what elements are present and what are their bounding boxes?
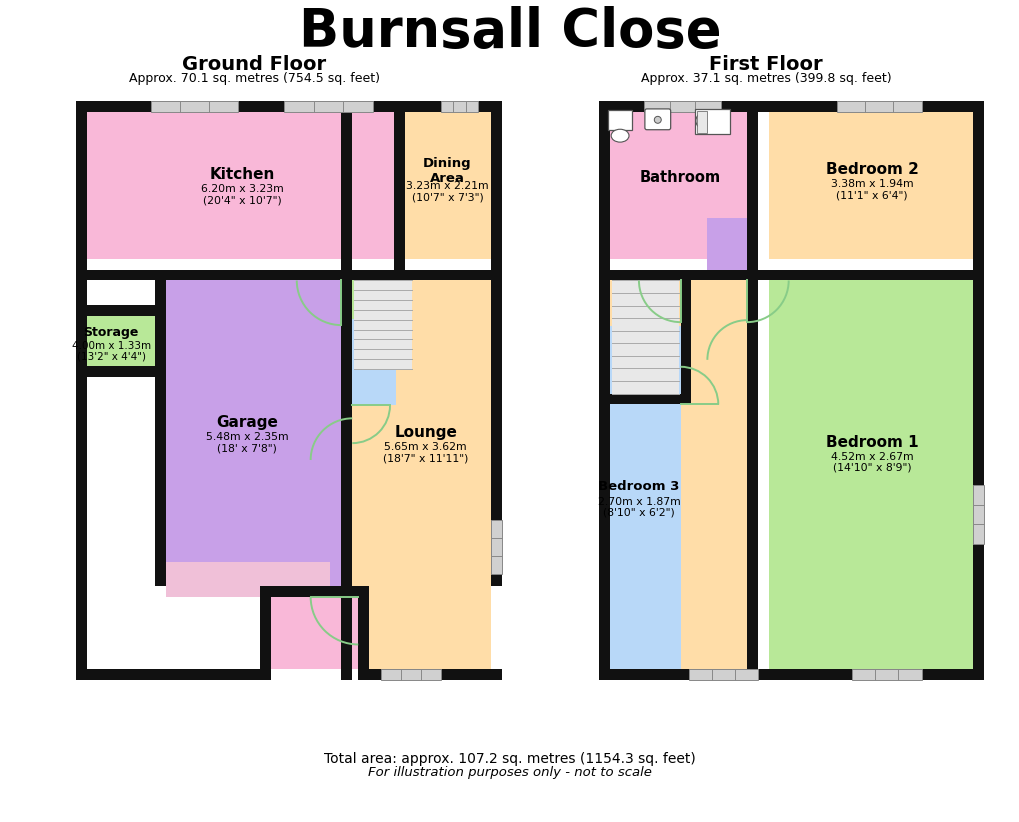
Bar <box>87 316 155 366</box>
Text: 5.65m x 3.62m: 5.65m x 3.62m <box>384 442 467 452</box>
Text: (20'4" x 10'7"): (20'4" x 10'7") <box>203 195 281 206</box>
Bar <box>688 669 757 680</box>
Bar <box>352 270 395 405</box>
Bar <box>151 101 238 112</box>
Bar <box>607 110 632 130</box>
Ellipse shape <box>695 114 704 127</box>
Text: Bedroom 2: Bedroom 2 <box>824 162 917 177</box>
Text: (11'1" x 6'4"): (11'1" x 6'4") <box>836 190 907 201</box>
Text: Dining
Area: Dining Area <box>423 157 472 186</box>
Bar <box>352 270 491 669</box>
Bar <box>369 669 501 680</box>
FancyBboxPatch shape <box>644 109 671 130</box>
Bar <box>972 485 983 544</box>
Bar <box>358 586 369 680</box>
Bar <box>609 270 972 280</box>
Text: Lounge: Lounge <box>394 425 457 440</box>
Bar <box>341 101 352 680</box>
Bar <box>609 270 680 326</box>
Bar <box>155 270 166 586</box>
Text: (14'10" x 8'9"): (14'10" x 8'9") <box>832 463 910 473</box>
Bar <box>746 101 757 680</box>
Bar <box>851 669 921 680</box>
Bar <box>381 669 440 680</box>
Bar <box>609 112 757 259</box>
Bar <box>697 111 706 132</box>
Bar <box>405 112 491 259</box>
Text: 3.38m x 1.94m: 3.38m x 1.94m <box>829 179 912 189</box>
Text: 4.52m x 2.67m: 4.52m x 2.67m <box>829 452 912 462</box>
Bar <box>87 112 393 259</box>
Text: Bathroom: Bathroom <box>639 170 720 185</box>
Text: (18'7" x 11'11"): (18'7" x 11'11") <box>383 453 468 463</box>
Text: Bedroom 3: Bedroom 3 <box>598 480 679 493</box>
Bar <box>87 270 491 280</box>
Text: (13'2" x 4'4"): (13'2" x 4'4") <box>76 352 146 362</box>
Bar <box>609 326 680 669</box>
Circle shape <box>653 117 660 123</box>
Text: Garage: Garage <box>216 415 278 430</box>
Bar <box>609 394 691 404</box>
Bar <box>271 586 358 669</box>
Bar <box>166 562 330 597</box>
Bar <box>75 101 87 586</box>
Bar <box>260 586 369 597</box>
Bar <box>393 101 405 280</box>
Bar <box>643 101 720 112</box>
Bar <box>166 270 341 586</box>
Bar <box>491 101 501 586</box>
Text: 6.20m x 3.23m: 6.20m x 3.23m <box>201 184 283 194</box>
Bar <box>440 101 478 112</box>
Bar <box>155 305 166 376</box>
Bar <box>680 270 691 404</box>
Text: Burnsall Close: Burnsall Close <box>299 6 720 58</box>
Text: (18' x 7'8"): (18' x 7'8") <box>217 443 277 453</box>
Text: Ground Floor: Ground Floor <box>181 55 326 74</box>
Ellipse shape <box>610 129 629 142</box>
Text: For illustration purposes only - not to scale: For illustration purposes only - not to … <box>368 766 651 779</box>
Bar <box>352 270 393 319</box>
Bar <box>283 101 373 112</box>
Bar <box>768 270 972 669</box>
Text: Storage: Storage <box>84 326 139 339</box>
Bar <box>599 101 609 680</box>
Bar <box>611 280 678 394</box>
Bar <box>260 586 271 680</box>
Bar <box>768 112 972 259</box>
Bar <box>599 101 983 112</box>
Text: (10'7" x 7'3"): (10'7" x 7'3") <box>412 192 483 202</box>
Bar <box>837 101 921 112</box>
Text: Approx. 70.1 sq. metres (754.5 sq. feet): Approx. 70.1 sq. metres (754.5 sq. feet) <box>128 72 379 85</box>
Text: 5.48m x 2.35m: 5.48m x 2.35m <box>206 432 288 442</box>
Text: Total area: approx. 107.2 sq. metres (1154.3 sq. feet): Total area: approx. 107.2 sq. metres (11… <box>324 751 695 765</box>
Text: Bedroom 1: Bedroom 1 <box>825 435 917 450</box>
Bar <box>75 366 87 680</box>
Bar <box>75 669 260 680</box>
Bar <box>609 270 757 669</box>
Text: Kitchen: Kitchen <box>209 167 275 182</box>
Bar <box>972 101 983 680</box>
Bar <box>599 669 983 680</box>
Bar <box>706 218 746 270</box>
Bar <box>75 305 155 316</box>
Text: 3.23m x 2.21m: 3.23m x 2.21m <box>406 182 488 192</box>
Bar <box>75 101 501 112</box>
Text: (8'10" x 6'2"): (8'10" x 6'2") <box>602 507 675 518</box>
Bar <box>491 520 501 574</box>
Bar <box>75 366 155 376</box>
Text: 4.00m x 1.33m: 4.00m x 1.33m <box>71 341 151 351</box>
Bar <box>695 109 730 134</box>
Bar <box>354 280 412 369</box>
Text: Approx. 37.1 sq. metres (399.8 sq. feet): Approx. 37.1 sq. metres (399.8 sq. feet) <box>640 72 891 85</box>
Text: First Floor: First Floor <box>708 55 822 74</box>
Text: 2.70m x 1.87m: 2.70m x 1.87m <box>597 496 680 506</box>
